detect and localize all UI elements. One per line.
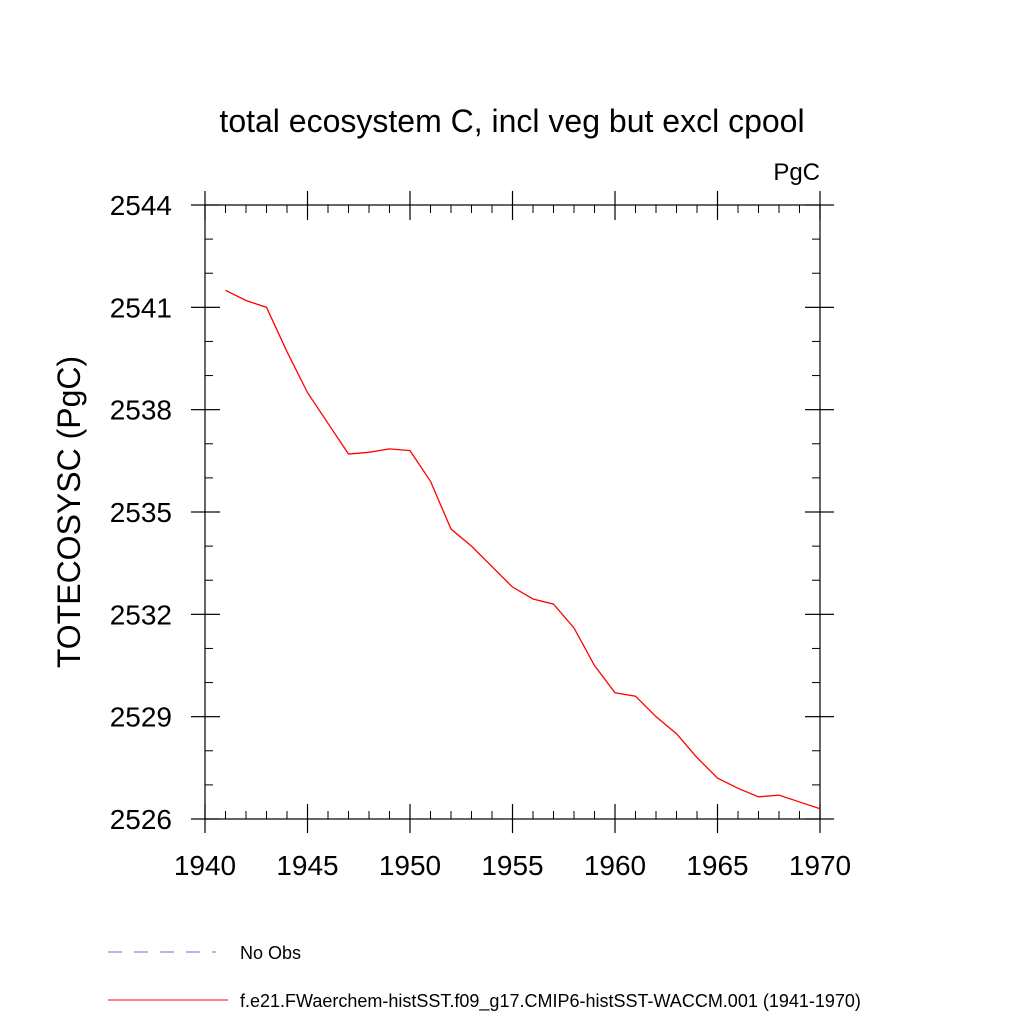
series-line [225, 289, 821, 810]
y-tick-label: 2529 [110, 702, 172, 733]
legend-label: No Obs [240, 943, 301, 963]
x-tick-label: 1960 [584, 850, 646, 881]
x-tick-label: 1955 [481, 850, 543, 881]
x-tick-label: 1945 [276, 850, 338, 881]
y-tick-label: 2532 [110, 599, 172, 630]
legend-label: f.e21.FWaerchem-histSST.f09_g17.CMIP6-hi… [240, 991, 861, 1012]
tick-labels: 1940 1945 1950 1955 1960 1965 1970 2526 2529 2532… [110, 190, 851, 881]
y-tick-label: 2526 [110, 804, 172, 835]
plot-frame [204, 204, 821, 820]
x-tick-label: 1970 [789, 850, 851, 881]
units-label: PgC [773, 159, 820, 186]
series-group [225, 289, 821, 810]
y-tick-label: 2541 [110, 292, 172, 323]
x-tick-label: 1965 [686, 850, 748, 881]
legend: No Obs f.e21.FWaerchem-histSST.f09_g17.CM… [108, 943, 861, 1012]
y-axis-label: TOTECOSYSC (PgC) [51, 356, 87, 668]
y-tick-label: 2535 [110, 497, 172, 528]
y-tick-label: 2544 [110, 190, 172, 221]
chart-title: total ecosystem C, incl veg but excl cpo… [219, 103, 804, 139]
x-tick-label: 1940 [174, 850, 236, 881]
axis-ticks [191, 191, 834, 833]
x-tick-label: 1950 [379, 850, 441, 881]
y-tick-label: 2538 [110, 395, 172, 426]
